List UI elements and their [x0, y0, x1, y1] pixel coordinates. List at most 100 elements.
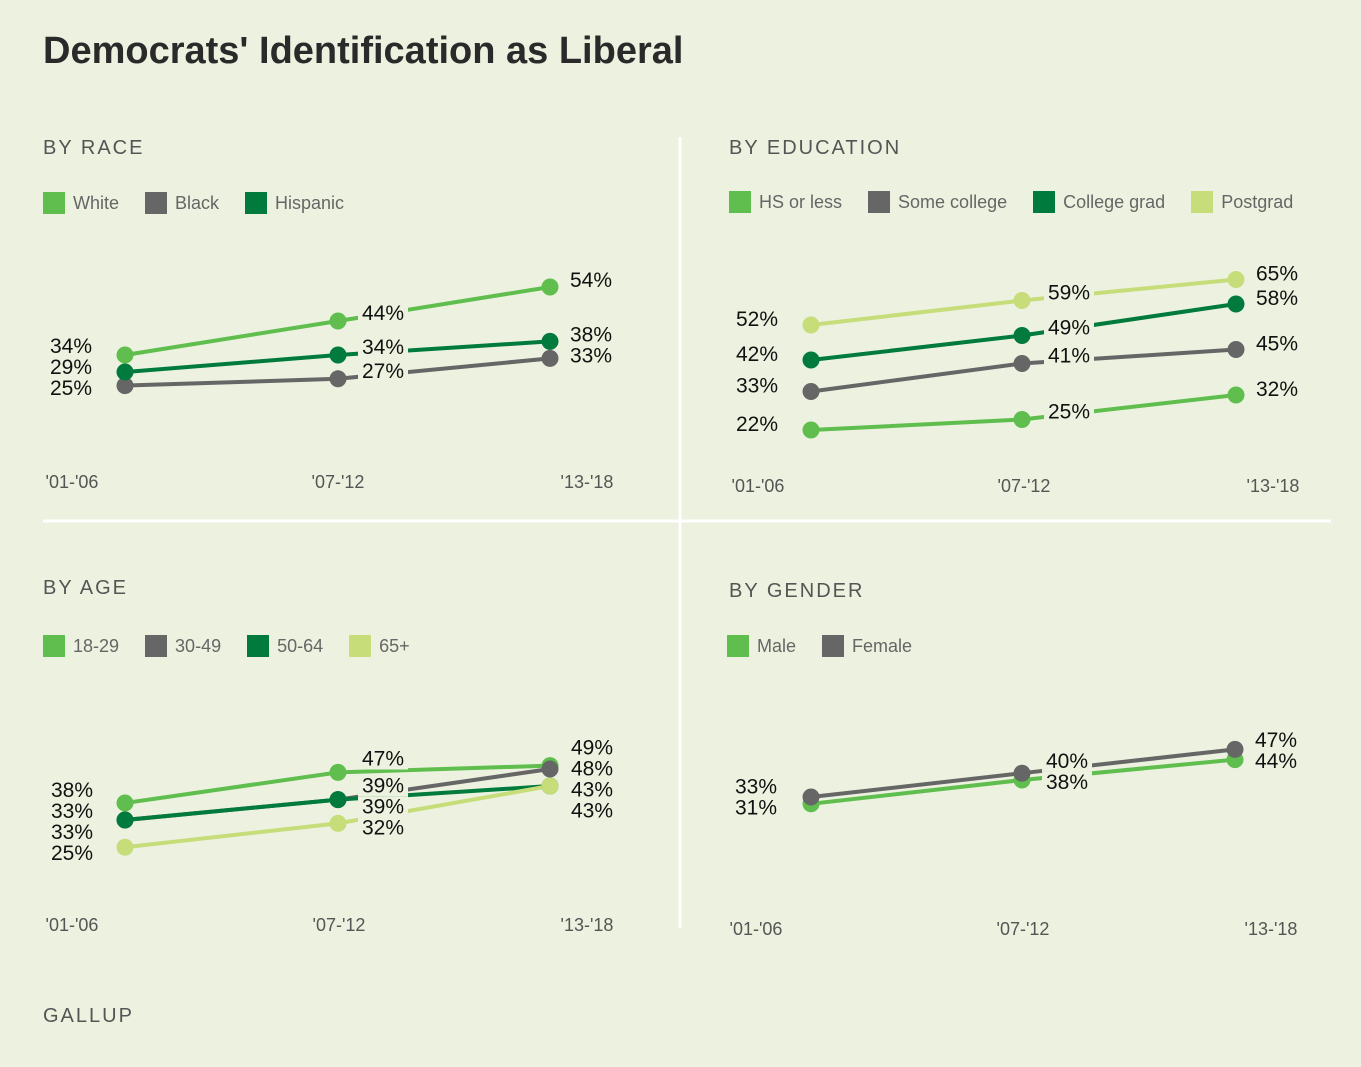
data-label: 40%: [1046, 750, 1088, 773]
legend-label: Some college: [898, 191, 1008, 212]
panel-title-race: BY RACE: [43, 137, 145, 159]
legend-item: 18-29: [43, 635, 119, 657]
data-label: 33%: [51, 800, 93, 823]
legend-swatch: [727, 635, 749, 657]
data-point: [1227, 341, 1245, 358]
data-point: [1227, 271, 1245, 288]
data-label: 41%: [1048, 345, 1090, 368]
legend-item: College grad: [1033, 191, 1165, 213]
data-point: [802, 383, 820, 400]
legend-item: 30-49: [145, 635, 221, 657]
data-label: 58%: [1256, 287, 1298, 310]
data-label: 47%: [362, 748, 404, 771]
data-label: 39%: [362, 796, 404, 819]
data-label: 25%: [1048, 401, 1090, 424]
label-background: [358, 796, 408, 818]
x-tick-label: '13-'18: [561, 472, 614, 492]
legend-label: 18-29: [73, 635, 120, 656]
legend-item: 50-64: [247, 635, 323, 657]
x-tick-label: '01-'06: [46, 472, 99, 492]
data-label: 59%: [1048, 282, 1090, 305]
data-label: 27%: [362, 360, 404, 383]
data-point: [541, 349, 559, 367]
legend-label: Male: [757, 635, 797, 656]
data-label: 39%: [362, 775, 404, 798]
legend-swatch: [145, 192, 168, 214]
data-point: [1013, 355, 1031, 372]
data-point: [329, 346, 347, 364]
legend-age: 18-29 30-49 50-64 65+: [43, 635, 410, 657]
label-background: [1042, 750, 1092, 772]
data-label: 22%: [736, 413, 778, 436]
legend-swatch: [822, 635, 845, 657]
label-background: [1042, 771, 1092, 793]
data-label: 33%: [51, 821, 93, 844]
legend-swatch: [247, 635, 270, 657]
data-point: [1226, 740, 1244, 758]
data-label: 32%: [1256, 378, 1298, 401]
data-label: 48%: [571, 757, 613, 780]
data-label: 38%: [570, 324, 612, 347]
data-point: [329, 791, 347, 809]
data-label: 65%: [1256, 263, 1298, 286]
x-tick-label: '13-'18: [1245, 919, 1298, 939]
x-tick-label: '07-'12: [313, 915, 366, 935]
data-point: [329, 763, 347, 781]
data-label: 54%: [570, 269, 612, 292]
data-label: 52%: [736, 308, 778, 331]
legend-swatch: [245, 192, 268, 214]
data-label: 25%: [50, 377, 92, 400]
data-point: [1227, 386, 1245, 404]
data-point: [329, 814, 347, 832]
label-background: [1044, 282, 1094, 304]
label-background: [358, 337, 408, 358]
legend-swatch: [729, 191, 751, 213]
legend-item: Some college: [868, 191, 1007, 213]
legend-label: HS or less: [759, 191, 843, 212]
legend-label: Hispanic: [275, 192, 345, 213]
data-point: [802, 351, 820, 369]
data-point: [1227, 295, 1245, 313]
legend-item: Hispanic: [245, 192, 344, 214]
legend-item: White: [43, 192, 119, 214]
data-label: 45%: [1256, 333, 1298, 356]
data-point: [1013, 764, 1031, 782]
data-point: [1013, 327, 1031, 344]
legend-label: Female: [852, 635, 913, 656]
legend-race: White Black Hispanic: [43, 192, 344, 214]
data-label: 33%: [570, 345, 612, 368]
panel-title-gender: BY GENDER: [729, 580, 865, 602]
legend-label: 65+: [379, 635, 410, 656]
label-background: [358, 303, 408, 324]
legend-item: Female: [822, 635, 912, 657]
data-point: [116, 838, 134, 856]
legend-label: White: [73, 192, 120, 213]
panel-title-age: BY AGE: [43, 577, 129, 599]
label-background: [1044, 345, 1094, 367]
x-tick-label: '13-'18: [561, 915, 614, 935]
data-point: [541, 332, 559, 350]
data-point: [116, 794, 134, 812]
x-tick-label: '13-'18: [1247, 476, 1300, 496]
legend-swatch: [868, 191, 891, 213]
legend-education: HS or less Some college College grad Postgr…: [729, 191, 1293, 213]
legend-swatch: [43, 635, 65, 657]
data-point: [541, 278, 559, 296]
data-label: 47%: [1255, 729, 1297, 752]
label-background: [1044, 401, 1094, 423]
label-background: [358, 817, 408, 839]
legend-label: Postgrad: [1221, 191, 1294, 212]
x-tick-label: '01-'06: [732, 476, 785, 496]
legend-label: College grad: [1063, 191, 1166, 212]
legend-swatch: [43, 192, 65, 214]
data-label: 49%: [571, 736, 613, 759]
data-label: 32%: [362, 817, 404, 840]
data-label: 42%: [736, 343, 778, 366]
data-label: 38%: [1046, 771, 1088, 794]
data-label: 33%: [735, 776, 777, 799]
data-point: [802, 788, 820, 806]
legend-swatch: [1033, 191, 1056, 213]
x-tick-label: '01-'06: [46, 915, 99, 935]
